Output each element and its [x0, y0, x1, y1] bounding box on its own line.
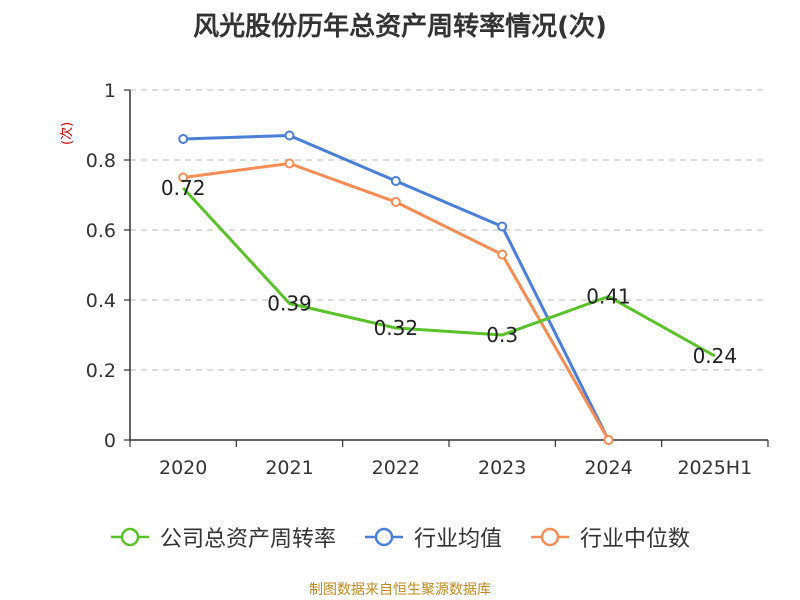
legend-swatch-marker [540, 527, 560, 547]
legend-item[interactable]: 行业中位数 [530, 521, 690, 553]
y-tick-label: 0.8 [86, 150, 116, 172]
legend-swatch-icon [364, 527, 403, 547]
legend-label: 公司总资产周转率 [159, 527, 336, 552]
legend-label: 行业中位数 [580, 527, 691, 552]
data-point [603, 435, 614, 445]
data-label: 0.39 [267, 292, 312, 316]
data-point [178, 134, 189, 144]
x-tick-label: 2022 [372, 457, 420, 479]
source-note: 制图数据来自恒生聚源数据库 [309, 582, 491, 598]
y-tick-label: 0.2 [86, 360, 116, 382]
y-tick-label: 0.6 [86, 220, 116, 242]
legend-swatch-marker [120, 527, 140, 547]
y-tick-label: 1 [104, 80, 116, 102]
data-point [178, 172, 189, 183]
data-point [284, 130, 295, 141]
data-label: 0.41 [586, 285, 631, 309]
legend-item[interactable]: 行业均值 [364, 521, 502, 553]
data-point [390, 197, 401, 207]
data-point [497, 221, 508, 232]
chart-title: 风光股份历年总资产周转率情况(次) [193, 12, 607, 42]
y-tick-label: 0 [104, 430, 116, 452]
x-tick-label: 2023 [478, 457, 526, 479]
axes: 0 0.2 0.4 0.6 0.8 1 2020 2021 2022 2023 2024 2025H1 [86, 80, 769, 479]
data-label: 0.24 [693, 344, 738, 368]
gridlines [130, 89, 768, 371]
data-point [390, 176, 401, 186]
legend-label: 行业均值 [413, 527, 502, 552]
legend: 公司总资产周转率 行业均值 行业中位数 [0, 520, 800, 554]
x-tick-label: 2024 [584, 457, 632, 479]
x-tick-label: 2025H1 [677, 457, 752, 479]
data-label: 0.72 [161, 176, 206, 200]
x-tick-label: 2020 [159, 457, 207, 479]
series-lines [178, 130, 716, 445]
legend-item[interactable]: 公司总资产周转率 [110, 521, 336, 553]
data-labels: 0.72 0.39 0.32 0.3 0.41 0.24 [161, 176, 737, 368]
data-label: 0.3 [486, 323, 518, 347]
data-point [497, 249, 508, 260]
y-tick-label: 0.4 [86, 290, 116, 312]
legend-swatch-icon [110, 527, 149, 547]
data-point [284, 158, 295, 169]
series-line-0 [182, 186, 716, 358]
legend-swatch-marker [374, 527, 394, 547]
data-label: 0.32 [374, 316, 419, 340]
x-tick-label: 2021 [265, 457, 313, 479]
legend-swatch-icon [531, 527, 569, 547]
